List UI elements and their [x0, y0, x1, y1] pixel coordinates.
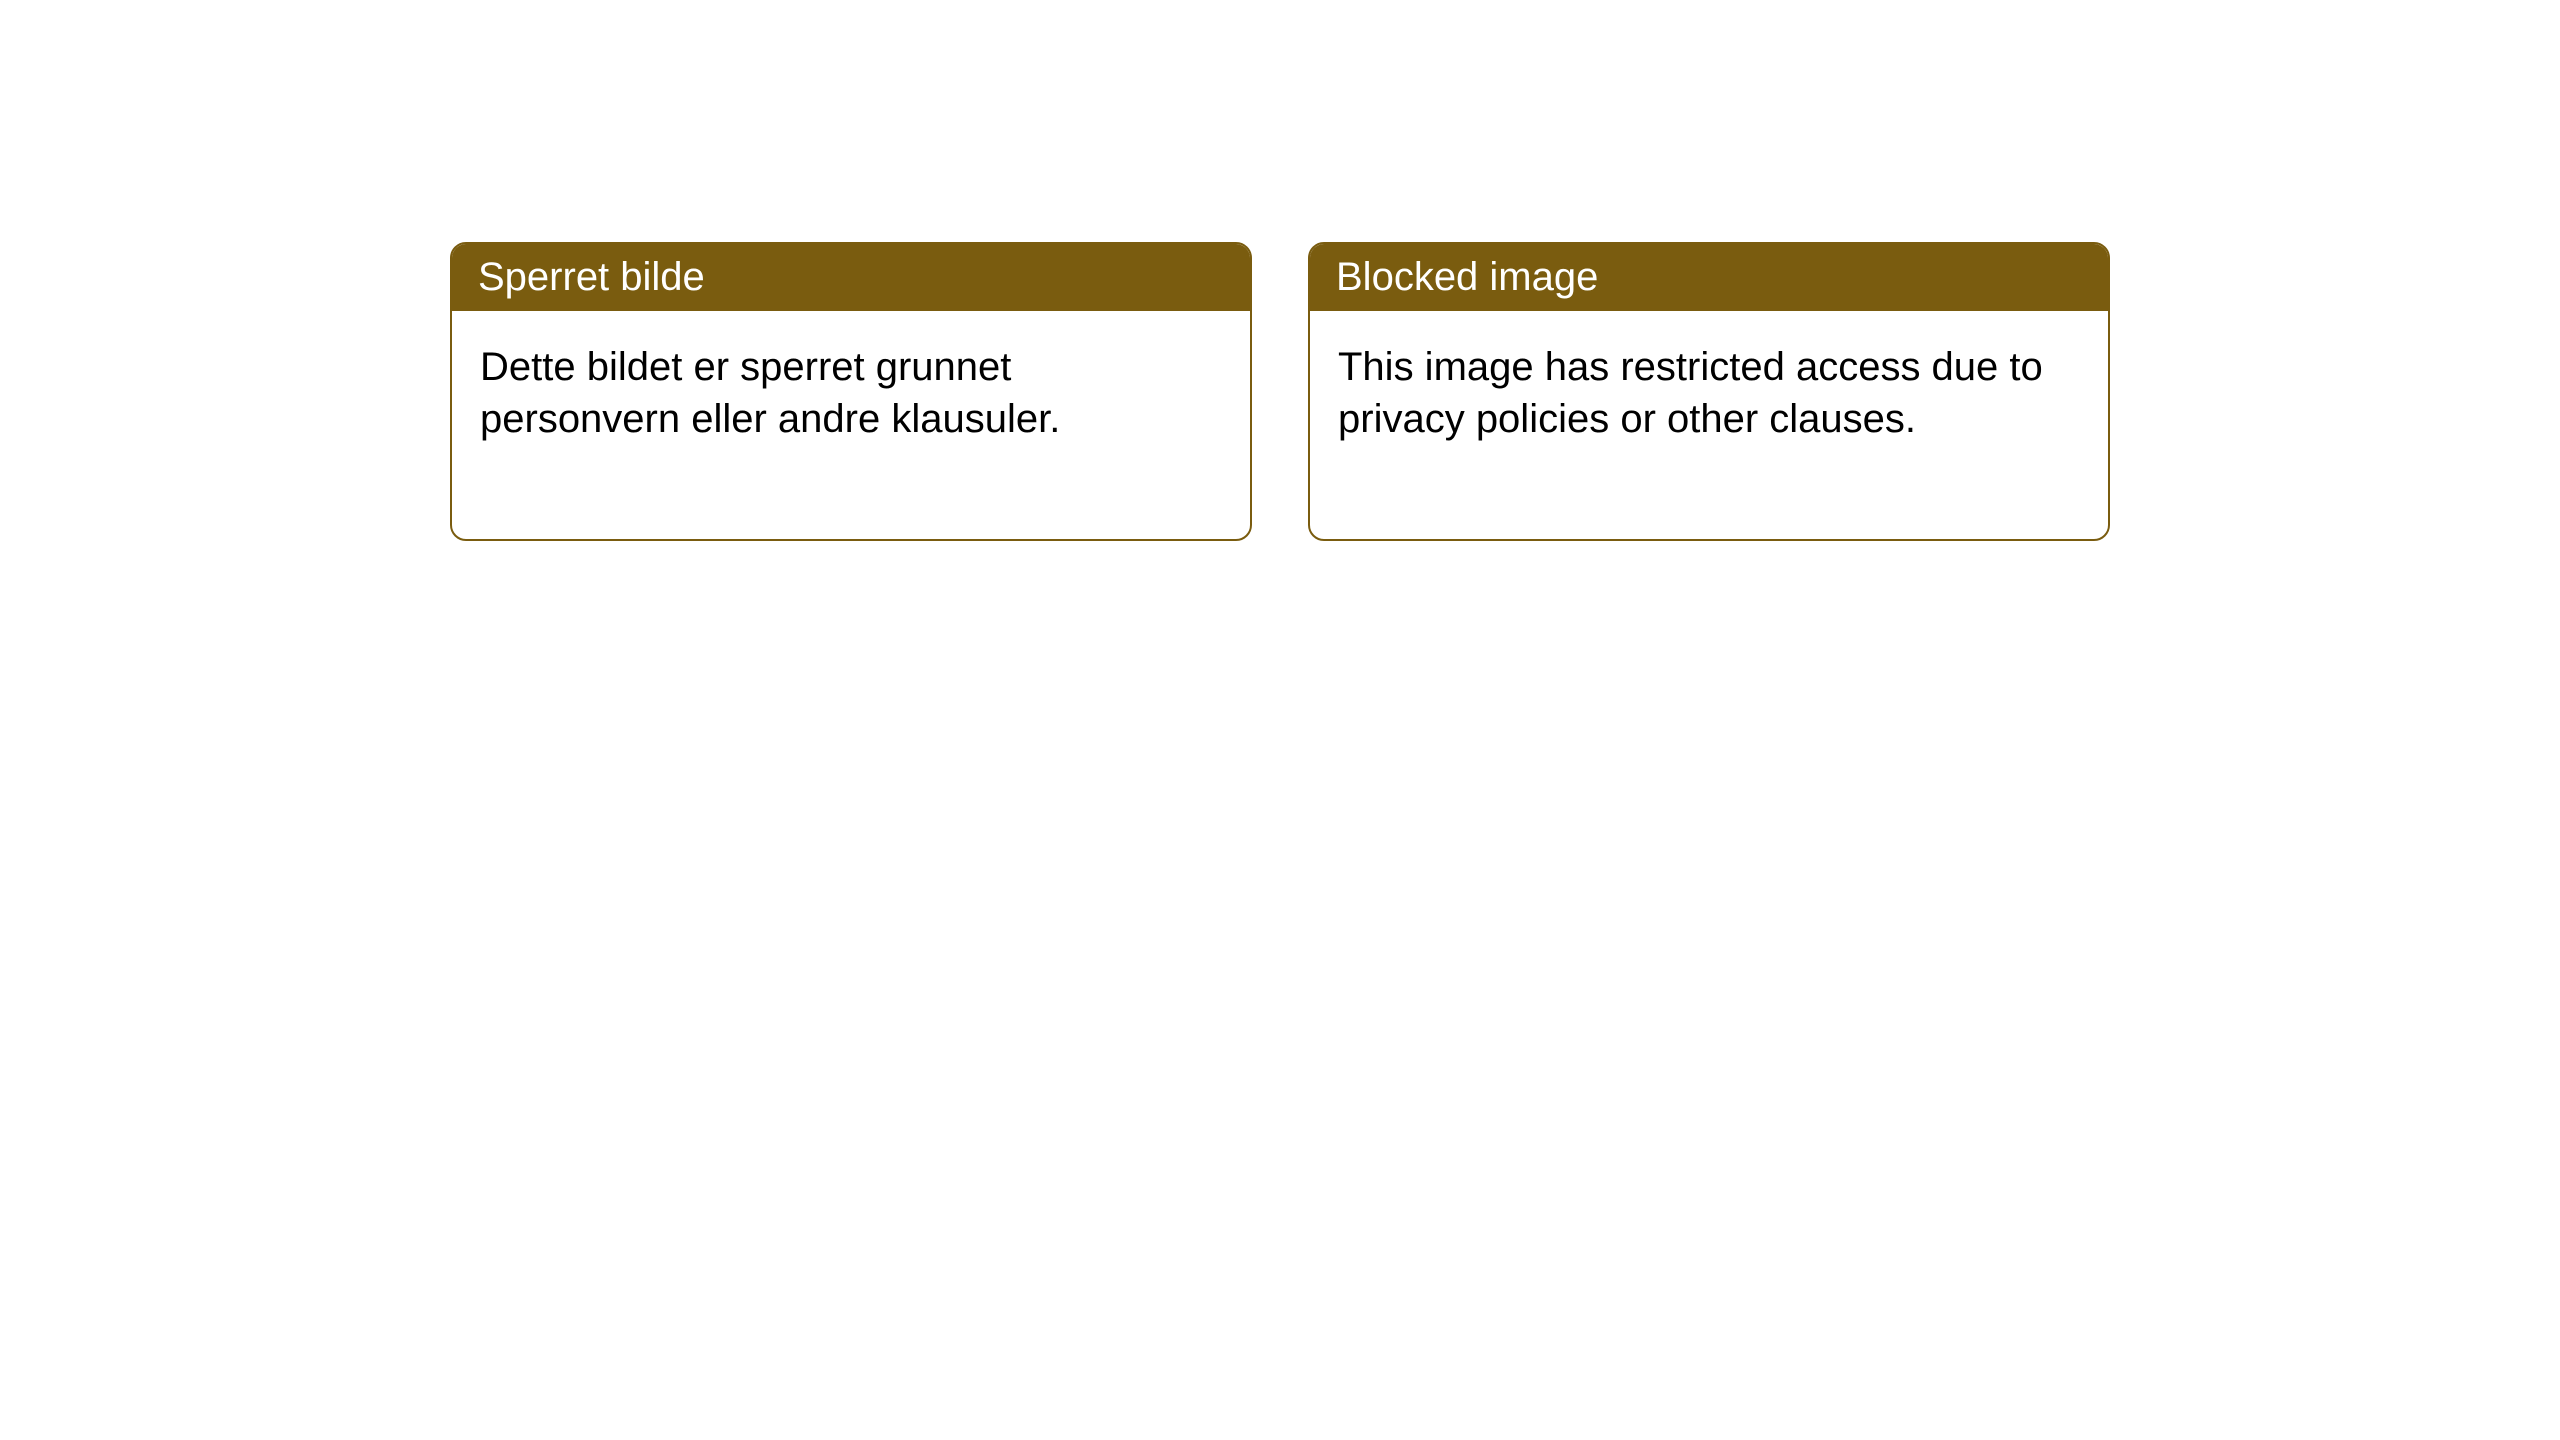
notice-card-norwegian: Sperret bilde Dette bildet er sperret gr… [450, 242, 1252, 541]
notice-card-text: Dette bildet er sperret grunnet personve… [480, 345, 1060, 441]
notice-card-title: Sperret bilde [478, 255, 705, 299]
notice-card-title: Blocked image [1336, 255, 1598, 299]
notice-card-header: Blocked image [1310, 244, 2108, 311]
notice-cards-container: Sperret bilde Dette bildet er sperret gr… [0, 0, 2560, 541]
notice-card-header: Sperret bilde [452, 244, 1250, 311]
notice-card-body: Dette bildet er sperret grunnet personve… [452, 311, 1250, 539]
notice-card-english: Blocked image This image has restricted … [1308, 242, 2110, 541]
notice-card-text: This image has restricted access due to … [1338, 345, 2043, 441]
notice-card-body: This image has restricted access due to … [1310, 311, 2108, 539]
